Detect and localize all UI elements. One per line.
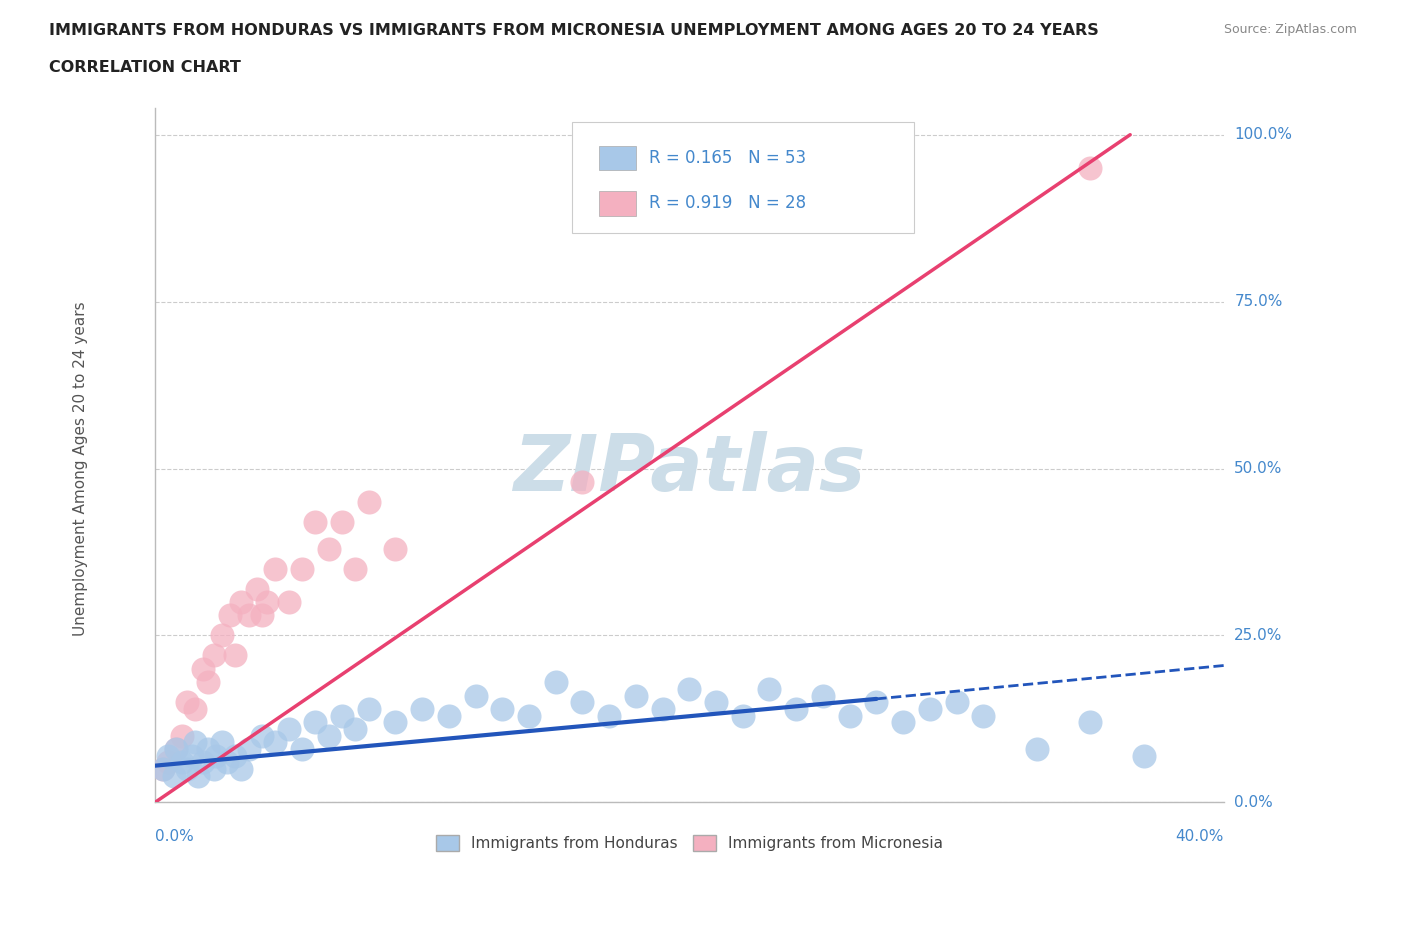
Point xyxy=(1132,749,1154,764)
Text: Source: ZipAtlas.com: Source: ZipAtlas.com xyxy=(1223,23,1357,36)
Point xyxy=(211,628,233,643)
Point xyxy=(152,762,174,777)
Point xyxy=(731,708,754,723)
Text: Unemployment Among Ages 20 to 24 years: Unemployment Among Ages 20 to 24 years xyxy=(73,301,87,636)
Point xyxy=(152,762,174,777)
Point xyxy=(384,541,406,556)
Point xyxy=(411,701,433,716)
Point xyxy=(277,594,299,609)
Point xyxy=(1078,161,1101,176)
Point xyxy=(1078,715,1101,730)
Point xyxy=(202,648,225,663)
Point xyxy=(229,594,252,609)
Point xyxy=(157,749,180,764)
Point xyxy=(464,688,486,703)
Point xyxy=(291,562,314,577)
Point xyxy=(865,695,887,710)
Bar xyxy=(599,146,636,170)
Point xyxy=(187,768,209,783)
Point xyxy=(170,728,193,743)
Point xyxy=(1025,741,1047,756)
Point xyxy=(571,695,593,710)
Point xyxy=(197,741,219,756)
Point xyxy=(318,728,340,743)
Point xyxy=(344,722,367,737)
Point xyxy=(891,715,914,730)
Point xyxy=(304,514,326,529)
Point xyxy=(218,608,240,623)
Point xyxy=(291,741,314,756)
Point xyxy=(157,755,180,770)
Point xyxy=(357,495,380,510)
Point xyxy=(318,541,340,556)
Point xyxy=(918,701,941,716)
FancyBboxPatch shape xyxy=(572,122,914,233)
Point xyxy=(264,562,287,577)
Text: 100.0%: 100.0% xyxy=(1234,127,1292,142)
Point xyxy=(304,715,326,730)
Point xyxy=(197,675,219,690)
Point xyxy=(224,648,246,663)
Point xyxy=(184,735,207,750)
Text: R = 0.165   N = 53: R = 0.165 N = 53 xyxy=(648,150,806,167)
Point xyxy=(357,701,380,716)
Point xyxy=(165,741,187,756)
Point xyxy=(330,708,353,723)
Point xyxy=(229,762,252,777)
Point xyxy=(678,682,700,697)
Text: 75.0%: 75.0% xyxy=(1234,294,1282,309)
Point xyxy=(256,594,278,609)
Point xyxy=(651,701,673,716)
Point xyxy=(491,701,513,716)
Point xyxy=(437,708,460,723)
Point xyxy=(838,708,860,723)
Point xyxy=(264,735,287,750)
Text: 50.0%: 50.0% xyxy=(1234,461,1282,476)
Point xyxy=(217,755,239,770)
Bar xyxy=(599,192,636,216)
Text: 25.0%: 25.0% xyxy=(1234,628,1282,643)
Text: CORRELATION CHART: CORRELATION CHART xyxy=(49,60,240,75)
Point xyxy=(250,728,273,743)
Point xyxy=(176,762,198,777)
Point xyxy=(517,708,540,723)
Point xyxy=(277,722,299,737)
Point xyxy=(238,741,260,756)
Point xyxy=(598,708,620,723)
Legend: Immigrants from Honduras, Immigrants from Micronesia: Immigrants from Honduras, Immigrants fro… xyxy=(430,829,949,857)
Point xyxy=(191,661,214,676)
Point xyxy=(624,688,647,703)
Point xyxy=(191,755,214,770)
Point xyxy=(211,735,233,750)
Point xyxy=(224,749,246,764)
Point xyxy=(384,715,406,730)
Point xyxy=(758,682,780,697)
Point xyxy=(571,474,593,489)
Point xyxy=(165,741,187,756)
Text: 0.0%: 0.0% xyxy=(155,830,194,844)
Point xyxy=(330,514,353,529)
Point xyxy=(181,749,204,764)
Point xyxy=(544,675,567,690)
Point xyxy=(250,608,273,623)
Point xyxy=(184,701,207,716)
Text: IMMIGRANTS FROM HONDURAS VS IMMIGRANTS FROM MICRONESIA UNEMPLOYMENT AMONG AGES 2: IMMIGRANTS FROM HONDURAS VS IMMIGRANTS F… xyxy=(49,23,1099,38)
Text: ZIPatlas: ZIPatlas xyxy=(513,432,866,507)
Point xyxy=(704,695,727,710)
Point xyxy=(205,749,228,764)
Point xyxy=(785,701,807,716)
Point xyxy=(163,768,186,783)
Point xyxy=(344,562,367,577)
Point xyxy=(245,581,267,596)
Point xyxy=(202,762,225,777)
Point xyxy=(972,708,994,723)
Point xyxy=(811,688,834,703)
Point xyxy=(176,695,198,710)
Point xyxy=(170,755,193,770)
Text: 0.0%: 0.0% xyxy=(1234,795,1272,810)
Text: 40.0%: 40.0% xyxy=(1175,830,1223,844)
Text: R = 0.919   N = 28: R = 0.919 N = 28 xyxy=(648,194,806,212)
Point xyxy=(238,608,260,623)
Point xyxy=(945,695,967,710)
